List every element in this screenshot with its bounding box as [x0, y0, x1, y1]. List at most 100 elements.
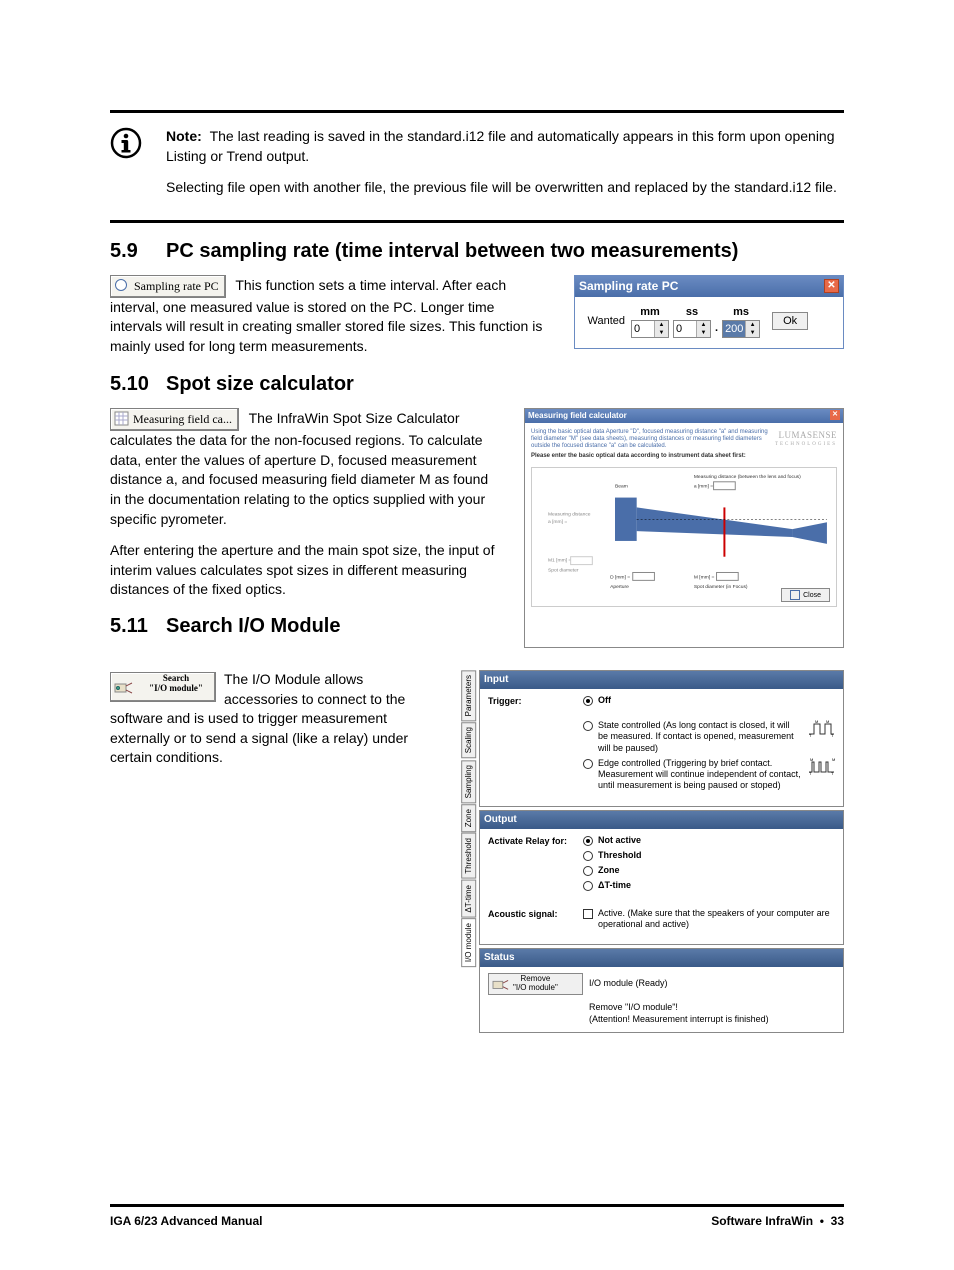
top-rule — [110, 110, 844, 113]
sampling-mm-spinner[interactable]: ▲▼ — [631, 320, 669, 338]
grid-icon — [114, 411, 129, 426]
remove-io-button[interactable]: Remove "I/O module" — [488, 973, 583, 995]
close-icon[interactable]: ✕ — [830, 410, 840, 420]
calculator-text1: Using the basic optical data Aperture "D… — [531, 429, 775, 451]
tab-dt-time[interactable]: ΔT-time — [461, 880, 476, 918]
tab-zone[interactable]: Zone — [461, 804, 476, 832]
sampling-ms-spinner[interactable]: ▲▼ — [722, 320, 760, 338]
calculator-text2: Please enter the basic optical data acco… — [531, 453, 775, 460]
sampling-col-ms: ms — [722, 305, 760, 320]
sampling-rate-button-label: Sampling rate PC — [134, 279, 219, 293]
relay-dttime-radio[interactable] — [583, 881, 593, 891]
io-status-box: Status Remove "I/O module" I/O module (R… — [479, 948, 844, 1033]
calculator-diagram: Measuring distance (between the lens and… — [531, 467, 837, 607]
io-output-header: Output — [480, 811, 843, 829]
trigger-off-radio[interactable] — [583, 696, 593, 706]
trigger-edge-label: Edge controlled (Triggering by brief con… — [598, 758, 801, 792]
timing-edge-icon: MM TT — [807, 758, 835, 776]
sampling-ss-input[interactable] — [674, 321, 696, 337]
lumasense-logo: LUMASENSE TECHNOLOGIES — [775, 429, 837, 464]
close-icon[interactable]: ✕ — [824, 279, 839, 293]
logo-sub: TECHNOLOGIES — [775, 441, 837, 448]
relay-dttime-label: ΔT-time — [598, 880, 835, 891]
remove-btn-line1: Remove — [521, 974, 551, 983]
calculator-dialog-title: Measuring field calculator — [528, 410, 627, 421]
io-input-box: Input Trigger: Off State controlled (As … — [479, 670, 844, 807]
sampling-dialog: Sampling rate PC ✕ Wanted mm ▲▼ ss ▲▼ . … — [574, 275, 844, 349]
sampling-dialog-titlebar: Sampling rate PC ✕ — [575, 276, 843, 297]
label-m-mm: M [mm] = — [694, 575, 715, 581]
io-tabstrip: Parameters Scaling Sampling Zone Thresho… — [461, 670, 477, 1033]
trigger-label: Trigger: — [488, 695, 583, 796]
svg-text:M: M — [832, 758, 835, 762]
io-status-header: Status — [480, 949, 843, 967]
sampling-ok-button[interactable]: Ok — [772, 312, 808, 330]
io-output-box: Output Activate Relay for: Not active Th… — [479, 810, 844, 946]
io-input-header: Input — [480, 671, 843, 689]
page-footer: IGA 6/23 Advanced Manual Software InfraW… — [110, 1204, 844, 1230]
status-line3: (Attention! Measurement interrupt is fin… — [589, 1013, 835, 1026]
timing-state-icon: TT MM — [807, 720, 835, 738]
io-module-icon — [492, 976, 510, 992]
note-p1-text: The last reading is saved in the standar… — [166, 128, 835, 164]
section-510-heading: 5.10 Spot size calculator — [110, 370, 844, 398]
acoustic-text: Active. (Make sure that the speakers of … — [598, 908, 835, 931]
logo-text: LUMASENSE — [778, 430, 837, 440]
section-510-title: Spot size calculator — [166, 370, 844, 398]
io-module-icon — [114, 678, 134, 696]
section-59-heading: 5.9 PC sampling rate (time interval betw… — [110, 237, 844, 265]
tab-sampling[interactable]: Sampling — [461, 760, 476, 803]
section-59-title: PC sampling rate (time interval between … — [166, 237, 844, 265]
section-511-body-wrap: Search "I/O module" The I/O Module allow… — [110, 670, 440, 768]
relay-zone-radio[interactable] — [583, 866, 593, 876]
label-meas-dist: Measuring distance — [548, 512, 591, 518]
relay-label: Activate Relay for: — [488, 835, 583, 896]
section-510-body2: After entering the aperture and the main… — [110, 541, 500, 600]
footer-right-label: Software InfraWin — [711, 1214, 813, 1228]
calculator-dialog: Measuring field calculator ✕ Using the b… — [524, 408, 844, 648]
note-p2: Selecting file open with another file, t… — [166, 178, 844, 198]
relay-threshold-label: Threshold — [598, 850, 835, 861]
tab-io-module[interactable]: I/O module — [461, 918, 476, 967]
trigger-state-radio[interactable] — [583, 721, 593, 731]
section-59-number: 5.9 — [110, 237, 166, 265]
search-io-button[interactable]: Search "I/O module" — [110, 672, 216, 702]
relay-zone-label: Zone — [598, 865, 835, 876]
relay-notactive-label: Not active — [598, 835, 835, 846]
sampling-ms-input[interactable] — [723, 321, 745, 337]
trigger-edge-radio[interactable] — [583, 759, 593, 769]
sampling-col-mm: mm — [631, 305, 669, 320]
section-59-body-wrap: Sampling rate PC This function sets a ti… — [110, 275, 550, 357]
status-line1: I/O module (Ready) — [589, 973, 835, 995]
measuring-field-button[interactable]: Measuring field ca... — [110, 408, 239, 431]
acoustic-checkbox[interactable] — [583, 909, 593, 919]
sampling-dialog-title: Sampling rate PC — [579, 278, 678, 295]
note-label: Note: — [166, 128, 202, 144]
tab-parameters[interactable]: Parameters — [461, 670, 476, 721]
svg-text:M: M — [810, 758, 813, 762]
tab-threshold[interactable]: Threshold — [461, 833, 476, 879]
calculator-close-button[interactable]: Close — [781, 588, 830, 602]
measuring-field-button-label: Measuring field ca... — [133, 412, 232, 426]
sampling-separator: . — [713, 321, 720, 338]
relay-threshold-radio[interactable] — [583, 851, 593, 861]
svg-text:M: M — [826, 720, 829, 724]
label-beam: Beam — [615, 484, 628, 490]
calculator-dialog-titlebar: Measuring field calculator ✕ — [525, 409, 843, 422]
acoustic-label: Acoustic signal: — [488, 908, 583, 935]
note-block: Note: The last reading is saved in the s… — [110, 127, 844, 210]
section-511-number: 5.11 — [110, 612, 166, 640]
sampling-mm-input[interactable] — [632, 321, 654, 337]
search-io-button-line2: "I/O module" — [149, 683, 203, 693]
relay-notactive-radio[interactable] — [583, 836, 593, 846]
tab-scaling[interactable]: Scaling — [461, 722, 476, 758]
label-a-mm: a [mm] = — [694, 484, 713, 490]
footer-left: IGA 6/23 Advanced Manual — [110, 1213, 263, 1230]
search-io-button-line1: Search — [163, 673, 189, 683]
sampling-wanted-label: Wanted — [585, 314, 629, 329]
sampling-rate-button[interactable]: Sampling rate PC — [110, 275, 226, 298]
info-icon — [110, 127, 166, 210]
trigger-state-label: State controlled (As long contact is clo… — [598, 720, 801, 754]
sampling-ss-spinner[interactable]: ▲▼ — [673, 320, 711, 338]
label-d-mm: D [mm] = — [610, 575, 630, 581]
